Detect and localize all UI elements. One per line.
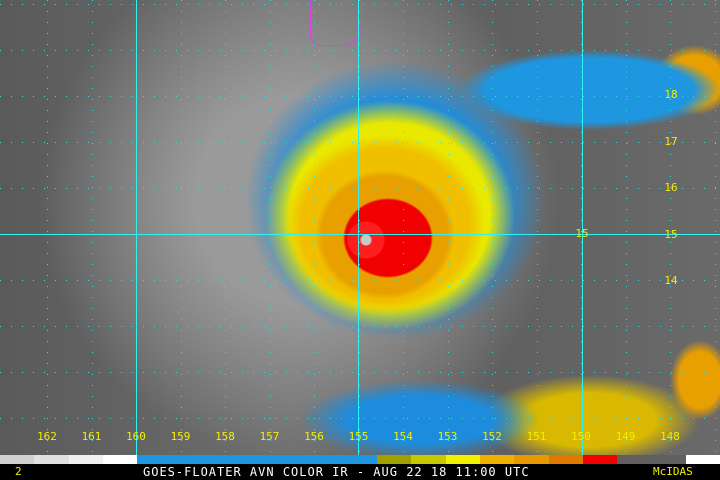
grid-meridian (625, 0, 627, 455)
color-scale-step (514, 455, 549, 464)
grid-meridian (581, 0, 582, 455)
grid-parallel (0, 372, 720, 373)
grid-parallel (0, 50, 720, 51)
color-scale-step (171, 455, 206, 464)
grid-meridian (180, 0, 182, 455)
grid-meridian (314, 0, 315, 455)
grid-meridian (403, 0, 404, 455)
color-scale-step (68, 455, 103, 464)
latitude-label: 18 (664, 88, 678, 101)
color-scale-step (102, 455, 138, 464)
longitude-label: 151 (526, 430, 547, 443)
cyan-parallel (0, 234, 720, 235)
grid-meridian (269, 0, 271, 455)
grid-parallel (0, 418, 720, 419)
latitude-label: 16 (664, 181, 678, 194)
color-scale-step (205, 455, 240, 464)
color-scale-step (377, 455, 412, 464)
latitude-label: 15 (664, 227, 678, 241)
longitude-label: 153 (437, 430, 458, 443)
longitude-label: 154 (393, 430, 413, 443)
grid-parallel (0, 96, 720, 97)
grid-meridian (714, 0, 716, 455)
color-scale-step (411, 455, 446, 464)
longitude-label: 150 (571, 430, 591, 443)
color-scale-bar (0, 455, 720, 464)
color-scale-step (582, 455, 618, 464)
longitude-label: 149 (615, 430, 636, 443)
color-scale-step (274, 455, 309, 464)
color-scale-step (617, 455, 652, 464)
image-caption: GOES-FLOATER AVN COLOR IR - AUG 22 18 11… (143, 465, 530, 479)
longitude-label: 159 (170, 430, 191, 443)
grid-meridian (447, 0, 449, 455)
grid-meridian (536, 0, 538, 455)
longitude-label: 156 (304, 430, 324, 443)
color-scale-step (308, 455, 343, 464)
color-scale-step (239, 455, 275, 464)
longitude-label: 160 (126, 430, 146, 443)
color-scale-step (0, 455, 35, 464)
longitude-label: 162 (37, 430, 57, 443)
island-border (310, 0, 362, 46)
grid-meridian (225, 0, 226, 455)
frame-number: 2 (15, 465, 22, 478)
longitude-label: 157 (259, 430, 280, 443)
grid-meridian (670, 0, 671, 455)
grid-parallel (0, 142, 720, 143)
cyan-meridian (136, 0, 137, 463)
cyan-meridian (582, 0, 583, 463)
longitude-label: 152 (482, 430, 502, 443)
grid-parallel (0, 280, 720, 281)
color-scale-step (651, 455, 686, 464)
software-label: McIDAS (653, 465, 693, 478)
grid-meridian (47, 0, 48, 455)
grid-meridian (492, 0, 493, 455)
color-scale-step (445, 455, 480, 464)
color-scale-step (34, 455, 69, 464)
color-scale-step (342, 455, 378, 464)
longitude-label: 148 (660, 430, 680, 443)
longitude-label: 158 (215, 430, 235, 443)
grid-parallel (0, 4, 720, 5)
grid-parallel (0, 188, 720, 189)
longitude-label: 161 (81, 430, 102, 443)
cyan-meridian (358, 0, 359, 463)
grid-parallel (0, 326, 720, 327)
latitude-label: 14 (664, 274, 678, 287)
color-scale-step (685, 455, 720, 464)
grid-meridian (358, 0, 360, 455)
infrared-imagery (0, 0, 720, 455)
color-scale-step (137, 455, 172, 464)
latitude-label: 17 (664, 134, 678, 148)
grid-meridian (91, 0, 93, 455)
color-scale-step (479, 455, 515, 464)
latitude-label-left: 15 (575, 227, 589, 240)
longitude-label: 155 (348, 430, 369, 443)
color-scale-step (548, 455, 583, 464)
